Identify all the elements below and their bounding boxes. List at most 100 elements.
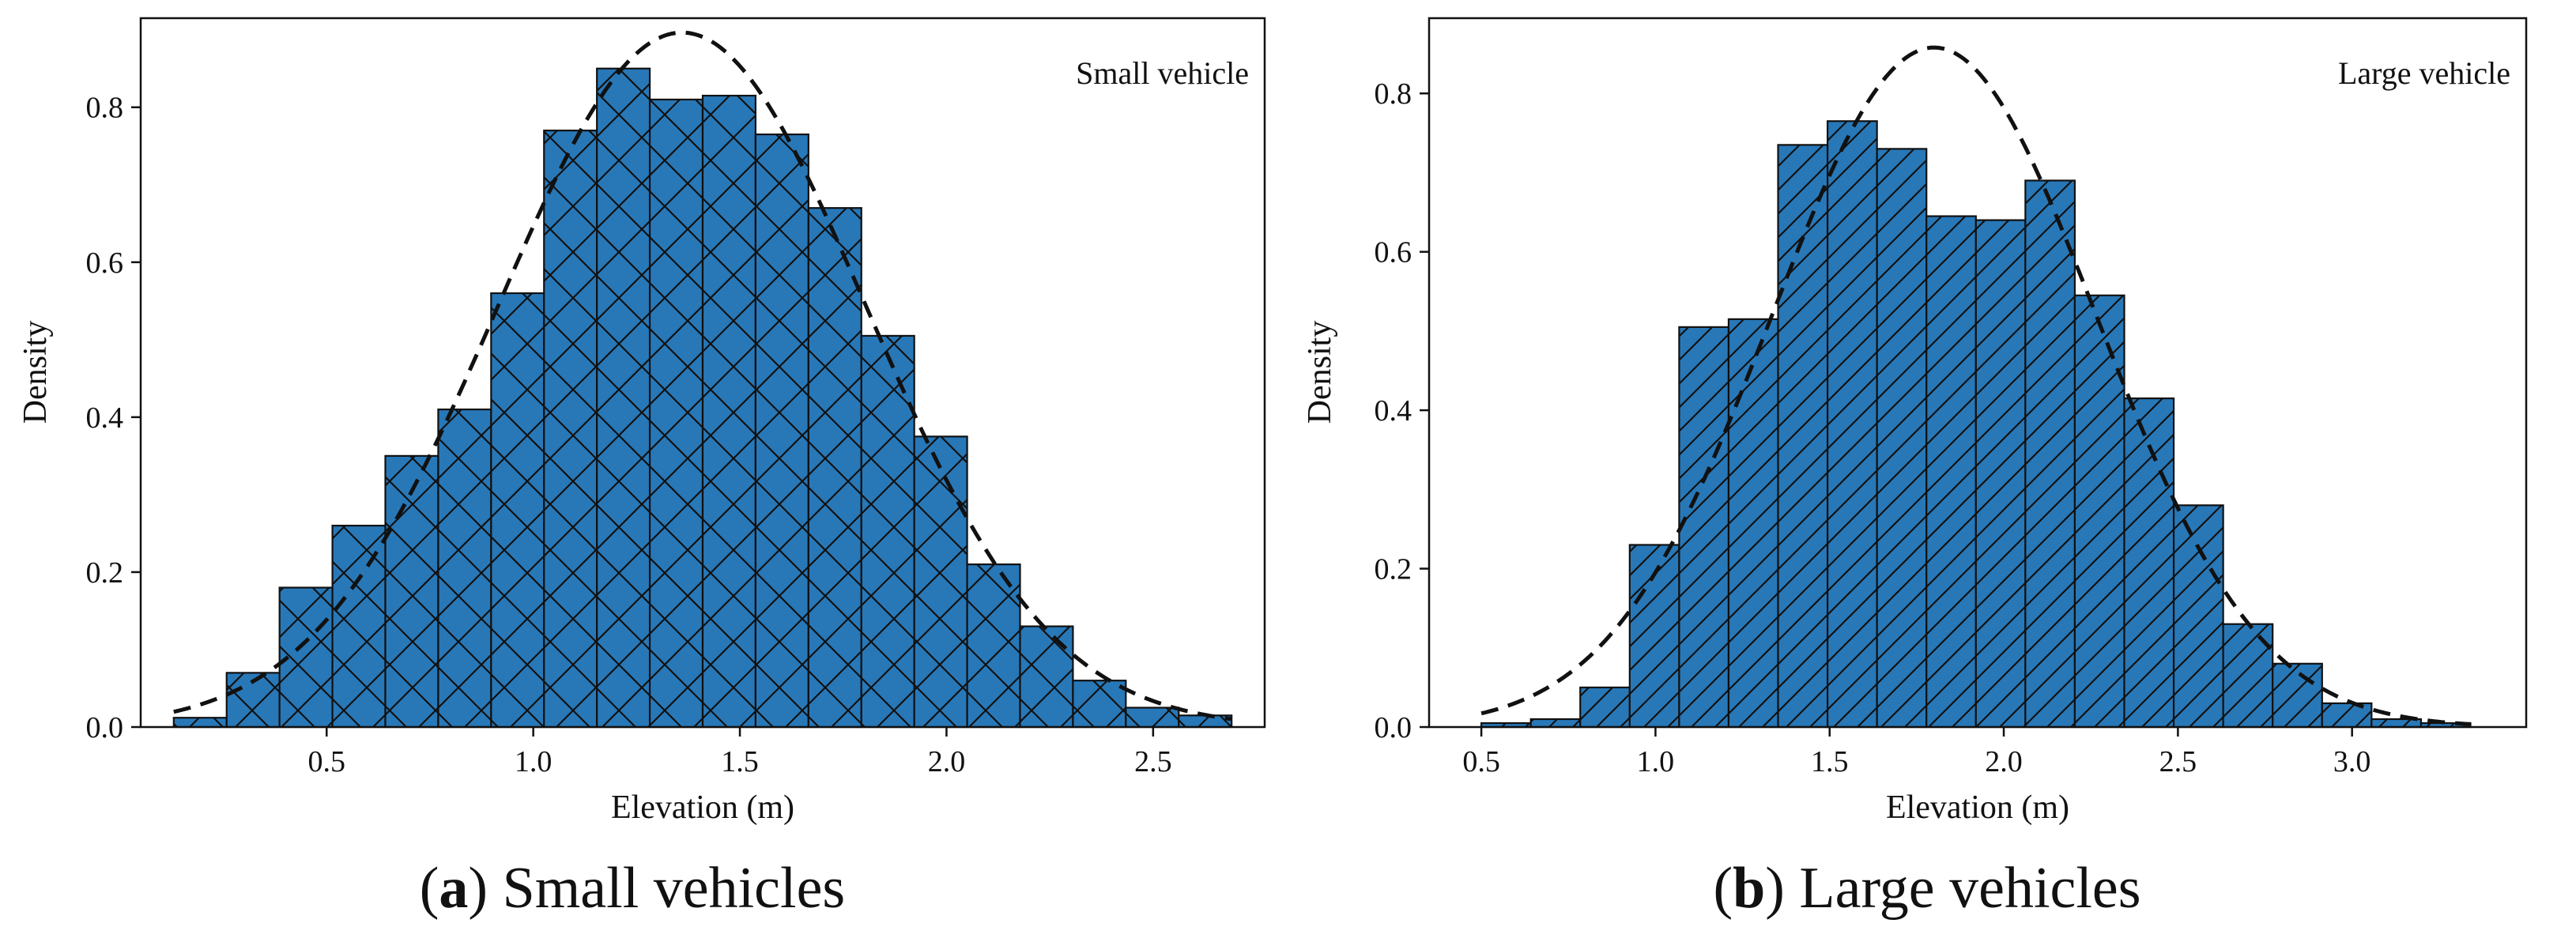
histogram-bar (754, 133, 809, 729)
y-tick-label: 0.4 (86, 401, 124, 435)
histogram-bar-hatch (701, 94, 757, 729)
histogram-bar (1876, 148, 1928, 729)
plot-frame-large (1428, 17, 2528, 729)
histogram-bar (701, 94, 757, 729)
histogram-bar (1826, 120, 1878, 729)
histogram-bar-hatch (437, 408, 492, 729)
histogram-bar (1678, 326, 1730, 729)
x-tick-label: 1.5 (1811, 745, 1849, 778)
histogram-bar-hatch (1974, 219, 2027, 729)
histogram-bar (596, 67, 651, 729)
x-tick-label: 2.5 (1134, 745, 1172, 778)
histogram-bar (1178, 714, 1233, 729)
histogram-bar (2272, 662, 2323, 729)
y-ticks-small: 0.0 0.2 0.4 0.6 0.8 (86, 92, 141, 744)
histogram-bar (490, 292, 545, 729)
histogram-bar-hatch (1876, 148, 1928, 729)
x-axis-title-large: Elevation (m) (1886, 789, 2069, 826)
x-ticks-large: 0.5 1.0 1.5 2.0 2.5 3.0 (1462, 727, 2370, 778)
histogram-bar (2222, 623, 2274, 729)
histogram-bar (437, 408, 492, 729)
bars-large (1480, 120, 2472, 729)
histogram-bar-hatch (1678, 326, 1730, 729)
x-tick-label: 1.0 (1637, 745, 1675, 778)
histogram-bar-hatch (384, 454, 439, 729)
chart-panel-large: 0.5 1.0 1.5 2.0 2.5 3.0 0.0 0.2 0.4 0.6 0.8 Large… (1302, 17, 2528, 921)
caption-text-large: Large vehicles (1799, 856, 2140, 921)
y-tick-label: 0.6 (1375, 236, 1412, 269)
plot-frame-small (139, 17, 1266, 729)
histogram-bar-hatch (966, 563, 1021, 729)
caption-text-small: Small vehicles (503, 856, 846, 921)
histogram-bar (2073, 294, 2125, 729)
histogram-bar-hatch (331, 525, 387, 729)
y-ticks-large: 0.0 0.2 0.4 0.6 0.8 (1375, 77, 1429, 744)
histogram-bar-hatch (1777, 144, 1829, 729)
histogram-bar-hatch (648, 98, 704, 729)
x-tick-label: 1.5 (721, 745, 759, 778)
histogram-bar-hatch (2024, 179, 2076, 729)
histogram-bar-hatch (1925, 215, 1977, 729)
y-tick-label: 0.2 (86, 556, 124, 590)
histogram-bar (2321, 702, 2373, 729)
y-axis-title-large: Density (1302, 321, 1338, 424)
histogram-bar-hatch (1826, 120, 1878, 729)
x-tick-label: 1.0 (515, 745, 553, 778)
histogram-bar-hatch (1178, 714, 1233, 729)
caption-label-small: a (439, 856, 468, 921)
histogram-bar-hatch (2321, 702, 2373, 729)
y-tick-label: 0.2 (1375, 553, 1412, 586)
x-tick-label: 2.0 (928, 745, 966, 778)
histogram-bar (807, 207, 862, 729)
histogram-bar (1727, 318, 1779, 729)
histogram-bar-hatch (2222, 623, 2274, 729)
histogram-bar-hatch (1125, 706, 1180, 729)
histogram-bar-hatch (596, 67, 651, 729)
histogram-bar (913, 435, 968, 729)
histogram-bar-hatch (1019, 625, 1074, 729)
histogram-bar (2172, 504, 2224, 729)
x-tick-label: 2.5 (2159, 745, 2197, 778)
histogram-bar (648, 98, 704, 729)
histogram-bar (543, 130, 598, 729)
histogram-bar-hatch (2272, 662, 2323, 729)
histogram-bar (2024, 179, 2076, 729)
histogram-bar-hatch (2172, 504, 2224, 729)
histogram-bar (860, 334, 915, 729)
histogram-bar-hatch (913, 435, 968, 729)
histogram-bar (1529, 718, 1582, 729)
y-axis-title-small: Density (17, 321, 54, 424)
y-tick-label: 0.8 (86, 92, 124, 125)
histogram-bar-hatch (807, 207, 862, 729)
histogram-bar (1974, 219, 2027, 729)
histogram-bar (966, 563, 1021, 729)
histogram-bar-hatch (754, 133, 809, 729)
caption-label-large: b (1733, 856, 1765, 921)
histogram-bar (172, 717, 228, 729)
bars-small (172, 67, 1233, 729)
y-tick-label: 0.8 (1375, 77, 1412, 111)
histogram-bar (1925, 215, 1977, 729)
histogram-bar-hatch (1579, 686, 1631, 729)
histogram-bar (1072, 680, 1127, 729)
histogram-bar (384, 454, 439, 729)
x-axis-title-small: Elevation (m) (611, 789, 794, 826)
histogram-bar-hatch (172, 717, 228, 729)
histogram-bar-hatch (490, 292, 545, 729)
histogram-bar-hatch (860, 334, 915, 729)
histogram-bar-hatch (543, 130, 598, 729)
histogram-bar (1777, 144, 1829, 729)
histogram-bar (1579, 686, 1631, 729)
caption-large: (b) Large vehicles (1713, 856, 2140, 921)
normal-fit-curve-small (173, 30, 1232, 722)
histogram-bar (1019, 625, 1074, 729)
histogram-bar-hatch (2073, 294, 2125, 729)
chart-panel-small: 0.5 1.0 1.5 2.0 2.5 0.0 0.2 0.4 0.6 0.8 Small ve… (17, 17, 1266, 921)
normal-fit-curve-large (1480, 45, 2471, 726)
y-tick-label: 0.4 (1375, 394, 1412, 428)
histogram-bar-hatch (1727, 318, 1779, 729)
y-tick-label: 0.6 (86, 247, 124, 280)
legend-label-large: Large vehicle (2338, 55, 2510, 91)
x-tick-label: 0.5 (308, 745, 346, 778)
